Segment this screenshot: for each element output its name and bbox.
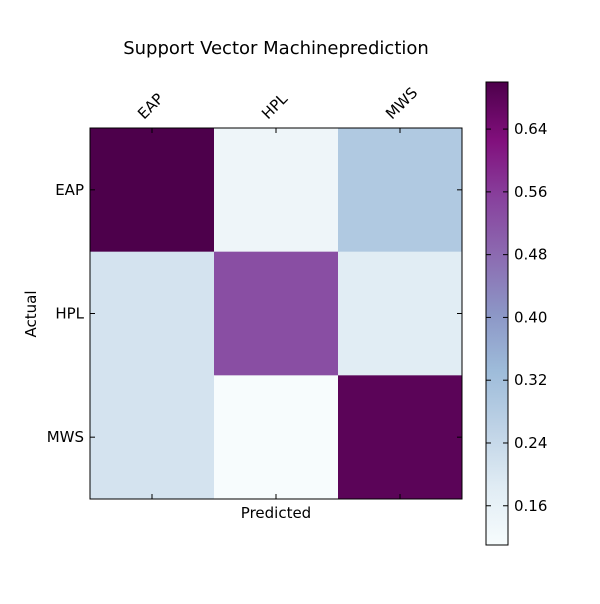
heatmap-cell-hpl-eap [90,251,215,376]
x-tick-label-eap: EAP [134,90,167,123]
colorbar-tick-label: 0.56 [514,183,547,201]
x-axis-label: Predicted [241,504,311,522]
colorbar-ticks: 0.16 0.24 0.32 0.40 0.48 0.56 0.64 [486,120,547,515]
colorbar-tick-label: 0.48 [514,246,547,264]
colorbar-tick-label: 0.24 [514,434,547,452]
x-tick-label-hpl: HPL [258,89,291,122]
chart-title: Support Vector Machineprediction [123,38,429,59]
heatmap-cell-eap-mws [338,128,463,253]
y-tick-labels: EAP HPL MWS [47,181,85,446]
heatmap-cells [90,128,463,500]
heatmap-cell-mws-mws [338,375,463,500]
colorbar-tick-label: 0.40 [514,308,547,326]
colorbar-tick-label: 0.32 [514,371,547,389]
x-tick-label-mws: MWS [382,84,421,123]
colorbar-tick-label: 0.16 [514,497,547,515]
y-axis-label: Actual [22,291,40,338]
y-tick-label-hpl: HPL [55,305,84,323]
heatmap-cell-mws-eap [90,375,215,500]
heatmap-cell-eap-eap [90,128,215,253]
x-tick-labels: EAP HPL MWS [134,84,421,123]
y-tick-label-eap: EAP [55,181,84,199]
axis-tick-marks [90,128,462,499]
colorbar-tick-label: 0.64 [514,120,547,138]
heatmap-cell-eap-hpl [214,128,339,253]
heatmap-cell-hpl-hpl [214,251,339,376]
colorbar [485,81,509,546]
heatmap-cell-hpl-mws [338,251,463,376]
heatmap-cell-mws-hpl [214,375,339,500]
y-tick-label-mws: MWS [47,428,84,446]
